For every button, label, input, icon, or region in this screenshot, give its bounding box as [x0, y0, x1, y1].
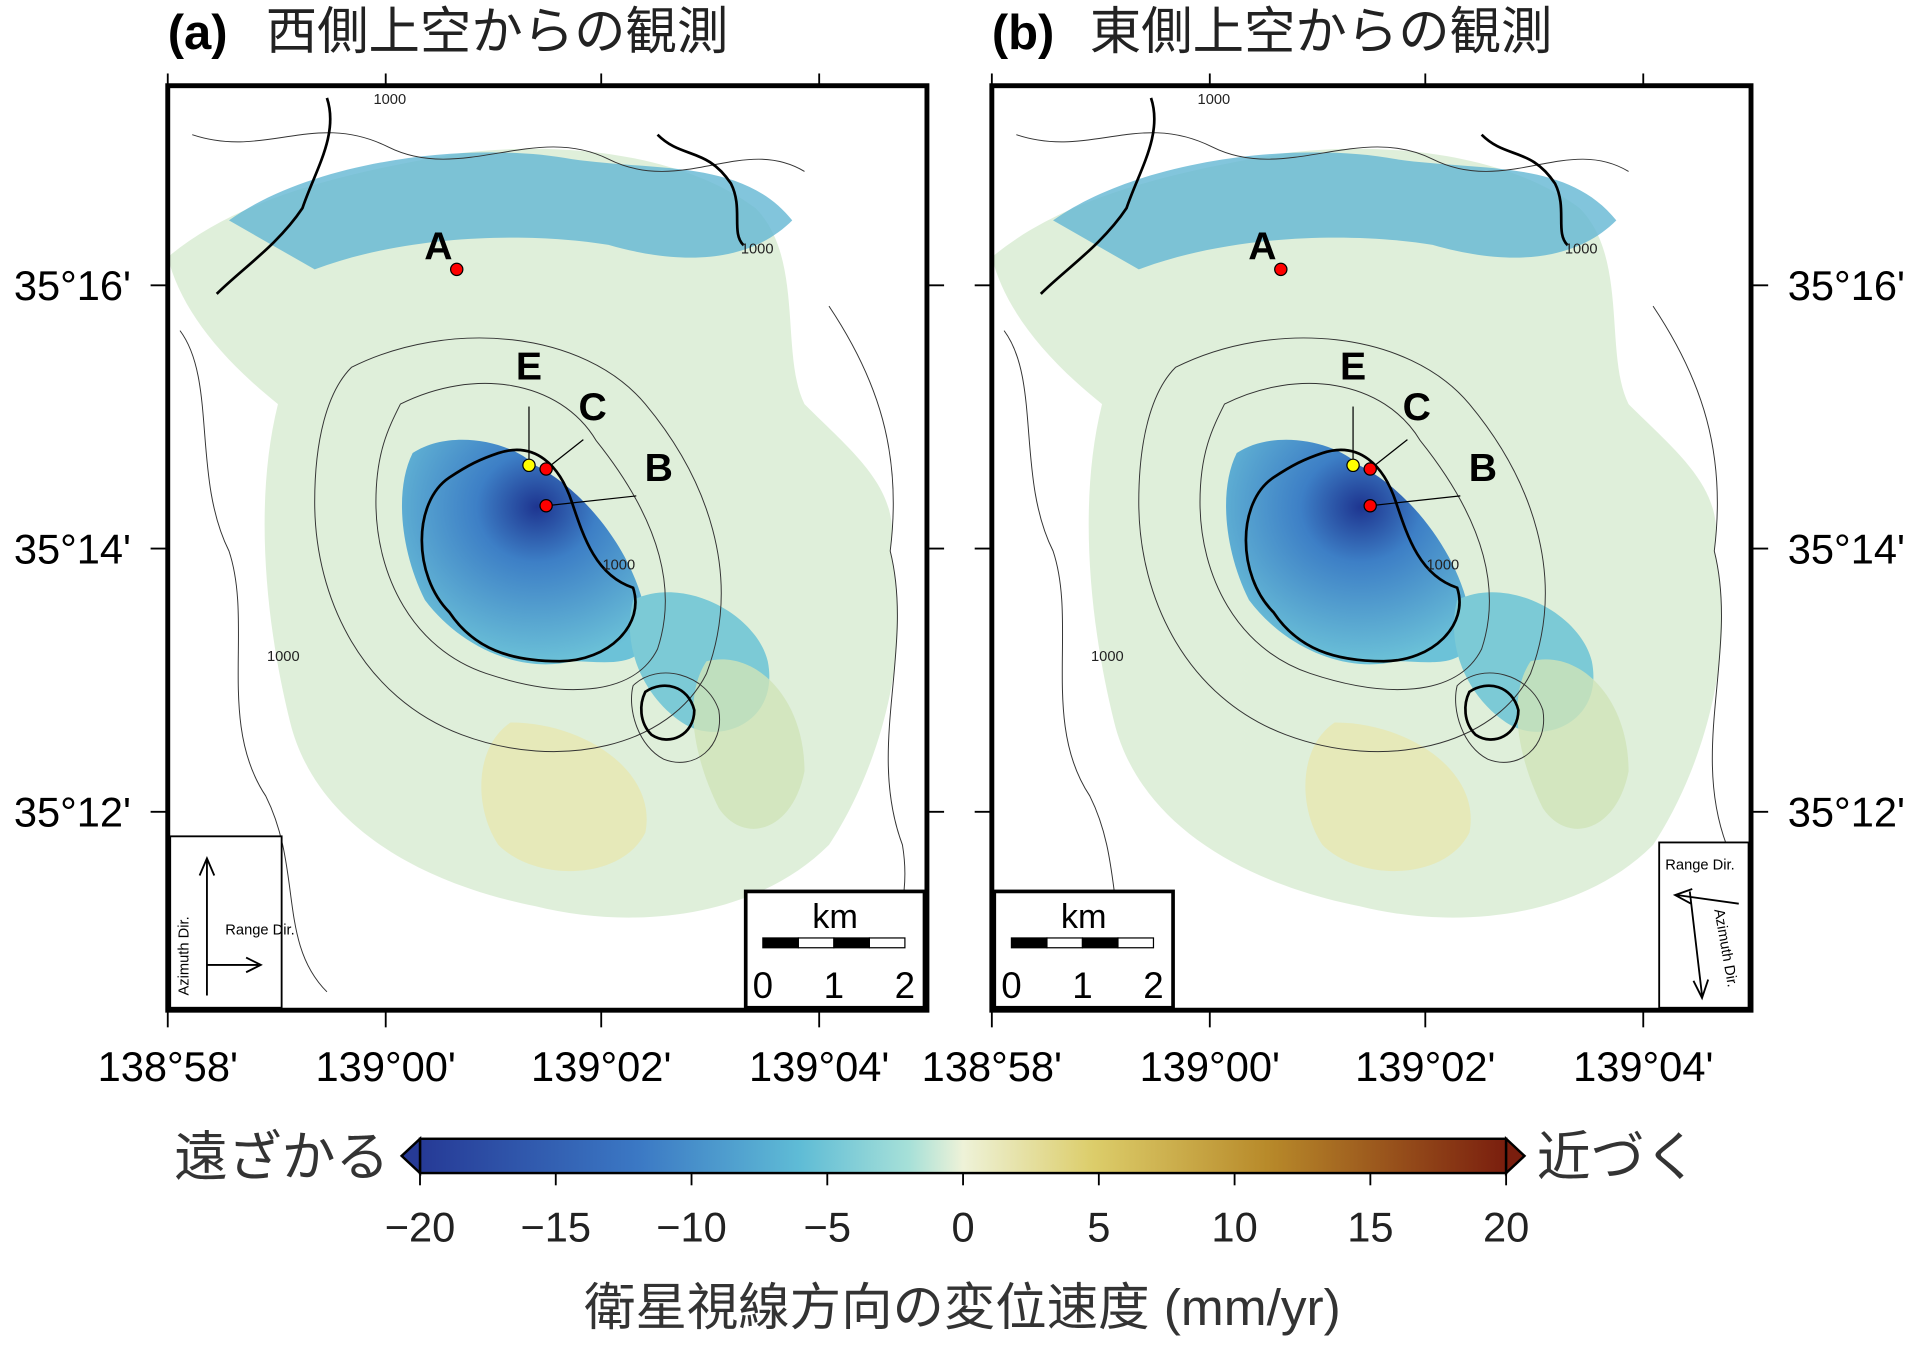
site-label: B [645, 447, 673, 490]
site-point [1346, 458, 1360, 473]
contour-label: 1000 [1091, 649, 1124, 665]
contour-label: 1000 [1198, 92, 1231, 108]
scalebar-segment [868, 937, 906, 949]
site-label: A [1248, 226, 1276, 269]
leader-line [545, 439, 584, 470]
colorbar-tick-label: 20 [1483, 1204, 1529, 1251]
scalebar-segment [797, 937, 835, 949]
scalebar-tick-label: 0 [1001, 965, 1021, 1006]
scalebar-segment [1010, 937, 1048, 949]
site-label: B [1469, 447, 1497, 490]
leader-line [1369, 439, 1408, 470]
map-panel: (b) 東側上空からの観測 138°58' 139°00' 139°02' 139°04'… [922, 2, 1905, 1090]
colorbar-title: 衛星視線方向の変位速度 (mm/yr) [584, 1278, 1341, 1336]
azimuth-arrow [198, 856, 263, 996]
scalebar-tick-label: 2 [895, 965, 915, 1006]
scalebar-segment [1117, 937, 1155, 949]
site-point [539, 498, 553, 513]
panel-title: 西側上空からの観測 [266, 2, 729, 60]
lat-tick-label: 35°12' [1788, 789, 1905, 836]
site-point [1363, 498, 1377, 513]
panel-label: (a) [168, 6, 228, 60]
lon-tick-label: 139°04' [749, 1043, 889, 1090]
contour-label: 1000 [1565, 241, 1598, 257]
scalebar-tick-label: 1 [824, 965, 844, 1006]
scalebar-segment [833, 937, 870, 949]
site-label: E [516, 346, 542, 389]
panel-title: 東側上空からの観測 [1090, 2, 1553, 60]
range-label: Range Dir. [1665, 857, 1734, 873]
scalebar-unit: km [812, 898, 858, 936]
colorbar-tick-label: 5 [1087, 1204, 1110, 1251]
map-field [991, 96, 1731, 994]
panels: (a) 西側上空からの観測 138°58' 139°00' 139°02' 139°04'… [14, 2, 1905, 1090]
colorbar-end [1504, 1135, 1527, 1176]
colorbar-left-label: 遠ざかる [174, 1128, 389, 1188]
leader-line [546, 495, 637, 507]
colorbar-right-label: 近づく [1537, 1128, 1699, 1188]
scalebar-box [992, 889, 1175, 1010]
scalebar-segment [762, 937, 799, 949]
site-point [539, 462, 553, 476]
direction-box [169, 835, 283, 1009]
contour-label: 1000 [741, 241, 774, 257]
contour-label: 1000 [1427, 557, 1460, 573]
colorbar-tick-label: 0 [951, 1204, 974, 1251]
site-label: C [579, 386, 607, 429]
colorbar: 遠ざかる 近づく 衛星視線方向の変位速度 (mm/yr) −20 −15 −10 −5… [174, 1128, 1698, 1336]
site-point [522, 458, 536, 473]
site-label: C [1403, 386, 1431, 429]
lat-tick-label: 35°12' [14, 789, 131, 836]
range-label: Range Dir. [225, 922, 294, 938]
lon-tick-label: 138°58' [922, 1043, 1062, 1090]
map-panel: (a) 西側上空からの観測 138°58' 139°00' 139°02' 139°04'… [14, 2, 945, 1090]
colorbar-tick-label: 10 [1211, 1204, 1257, 1251]
lon-tick-label: 139°02' [1355, 1043, 1495, 1090]
lon-tick-label: 139°02' [531, 1043, 671, 1090]
colorbar-tick-label: −20 [385, 1204, 456, 1251]
contour-label: 1000 [373, 92, 406, 108]
scalebar-tick-label: 2 [1143, 965, 1163, 1006]
scalebar-tick-label: 1 [1072, 965, 1092, 1006]
contour-label: 1000 [267, 649, 300, 665]
azimuth-arrow [1672, 888, 1739, 1001]
lon-tick-label: 139°04' [1573, 1043, 1713, 1090]
colorbar-end [399, 1135, 422, 1176]
colorbar-ramp [418, 1137, 1508, 1175]
azimuth-label: Azimuth Dir. [177, 916, 193, 995]
direction-box [1658, 841, 1750, 1009]
lat-tick-label: 35°14' [1788, 525, 1905, 572]
leader-line [1370, 495, 1461, 507]
contour-label: 1000 [602, 557, 635, 573]
scalebar-segment [1046, 937, 1084, 949]
lat-tick-label: 35°14' [14, 525, 131, 572]
lon-tick-label: 139°00' [316, 1043, 456, 1090]
colorbar-tick-label: −10 [656, 1204, 727, 1251]
scalebar-box [743, 889, 927, 1010]
colorbar-tick-label: 15 [1347, 1204, 1393, 1251]
lat-tick-label: 35°16' [1788, 262, 1905, 309]
lat-tick-label: 35°16' [14, 262, 131, 309]
scalebar-unit: km [1061, 898, 1107, 936]
site-label: A [424, 226, 452, 269]
scalebar-segment [1081, 937, 1119, 949]
scalebar-tick-label: 0 [753, 965, 773, 1006]
lon-tick-label: 138°58' [98, 1043, 238, 1090]
lon-tick-label: 139°00' [1140, 1043, 1280, 1090]
site-point [1363, 462, 1377, 476]
site-point [450, 262, 464, 277]
site-point [1274, 262, 1288, 277]
panel-label: (b) [992, 6, 1055, 60]
colorbar-tick-label: −5 [804, 1204, 851, 1251]
site-label: E [1340, 346, 1366, 389]
colorbar-tick-label: −15 [520, 1204, 591, 1251]
